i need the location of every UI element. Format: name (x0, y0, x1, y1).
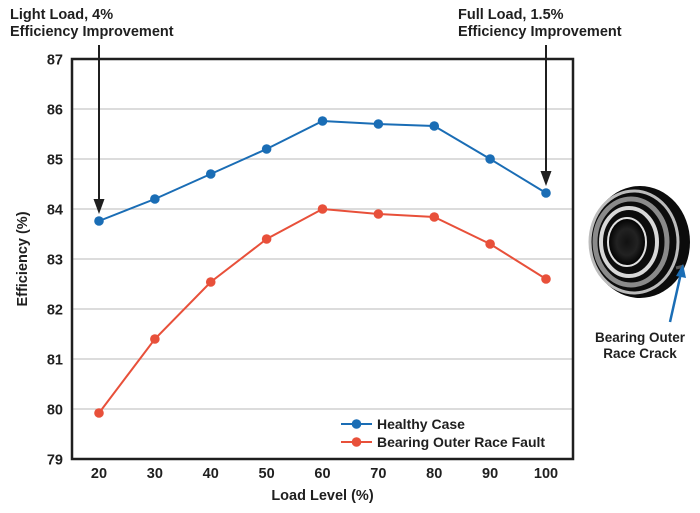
data-point-1-100 (541, 274, 551, 284)
y-axis-label: Efficiency (%) (15, 211, 31, 306)
series-bearing-fault (94, 204, 551, 418)
data-point-0-70 (373, 119, 384, 129)
legend-label-0: Healthy Case (377, 416, 465, 432)
y-tick-82: 82 (47, 303, 63, 319)
annotation-full-load-line1: Full Load, 1.5% (458, 7, 564, 23)
y-tick-84: 84 (47, 203, 63, 219)
y-tick-labels: 79 80 81 82 83 84 85 86 87 (47, 53, 63, 469)
y-tick-79: 79 (47, 453, 63, 469)
data-point-1-60 (317, 204, 328, 214)
x-tick-70: 70 (370, 466, 386, 482)
bearing-caption: Bearing Outer Race Crack (585, 330, 695, 362)
x-tick-30: 30 (147, 466, 163, 482)
data-point-1-20 (94, 408, 104, 418)
crack-arrow (668, 264, 686, 323)
annotation-light-load: Light Load, 4% Efficiency Improvement (10, 7, 174, 41)
y-tick-81: 81 (47, 353, 63, 369)
data-point-1-80 (429, 212, 440, 222)
x-tick-60: 60 (314, 466, 330, 482)
x-tick-40: 40 (203, 466, 219, 482)
legend-label-1: Bearing Outer Race Fault (377, 434, 545, 450)
data-point-0-30 (150, 194, 160, 204)
x-tick-50: 50 (259, 466, 275, 482)
bearing-image (588, 186, 690, 298)
legend-marker-0 (351, 419, 362, 429)
bearing-ring-highlight-3 (599, 206, 659, 278)
series-healthy-case (94, 116, 551, 226)
data-point-0-80 (429, 121, 440, 131)
series-group (94, 116, 551, 418)
data-point-0-60 (317, 116, 328, 126)
legend-marker-1 (351, 437, 362, 447)
data-point-1-70 (373, 209, 384, 219)
annotation-light-load-line2: Efficiency Improvement (10, 24, 174, 40)
series-line-1 (98, 207, 547, 414)
data-point-0-100 (541, 188, 551, 198)
y-tick-80: 80 (47, 403, 63, 419)
annotation-arrow-head-0 (93, 199, 105, 214)
bearing-bore (607, 217, 647, 267)
bearing-caption-line1: Bearing Outer (594, 330, 686, 345)
x-tick-90: 90 (482, 466, 498, 482)
bearing-ring-highlight-1 (588, 189, 680, 295)
annotation-arrow-head-1 (540, 171, 552, 186)
legend: Healthy Case Bearing Outer Race Fault (341, 416, 545, 450)
data-point-1-50 (261, 234, 272, 244)
y-tick-83: 83 (47, 253, 63, 269)
data-point-1-40 (205, 277, 216, 287)
legend-item-0: Healthy Case (341, 416, 465, 432)
annotation-arrows (93, 45, 552, 214)
annotation-full-load: Full Load, 1.5% Efficiency Improvement (458, 7, 622, 41)
bearing-caption-line2: Race Crack (603, 346, 677, 361)
y-tick-86: 86 (47, 103, 63, 119)
grid-lines (72, 108, 573, 410)
data-point-0-20 (94, 216, 104, 226)
data-point-0-40 (205, 169, 216, 179)
bearing-caption-wrap: Bearing Outer Race Crack (585, 188, 695, 373)
plot-frame (70, 57, 575, 461)
x-axis-label: Load Level (%) (271, 488, 373, 504)
y-tick-87: 87 (47, 53, 63, 69)
x-tick-20: 20 (91, 466, 107, 482)
x-tick-100: 100 (534, 466, 558, 482)
annotation-full-load-line2: Efficiency Improvement (458, 24, 622, 40)
y-tick-85: 85 (47, 153, 63, 169)
x-tick-80: 80 (426, 466, 442, 482)
annotation-light-load-line1: Light Load, 4% (10, 7, 114, 23)
data-point-0-50 (261, 144, 272, 154)
legend-item-1: Bearing Outer Race Fault (341, 434, 545, 450)
data-point-0-90 (485, 154, 495, 164)
x-tick-labels: 20 30 40 50 60 70 80 90 100 (91, 466, 558, 482)
data-point-1-30 (150, 334, 160, 344)
bearing-ring-highlight-2 (592, 196, 670, 288)
data-point-1-90 (485, 239, 495, 249)
